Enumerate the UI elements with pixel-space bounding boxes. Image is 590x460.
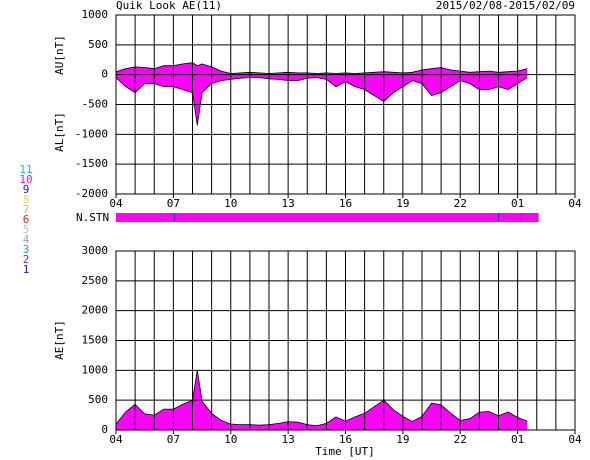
station-number: 6 [23,213,30,226]
nstn-bar [116,213,539,222]
y-tick-label: 500 [88,393,108,406]
x-tick-label: 10 [224,197,237,210]
x-tick-label: 01 [511,197,524,210]
y-tick-label: 1500 [82,334,109,347]
line [115,77,528,126]
x-tick-label: 13 [282,197,295,210]
station-number: 7 [23,203,30,216]
x-tick-label: 04 [109,433,123,446]
x-tick-label: 04 [109,197,123,210]
date-range: 2015/02/08-2015/02/09 [436,0,575,12]
plot-frame [115,14,576,195]
nstn-label: N.STN [76,211,109,224]
area [116,74,528,126]
station-number: 1 [23,263,30,276]
x-tick-label: 16 [339,197,352,210]
x-tick-label: 10 [224,433,237,446]
y-tick-label: 1000 [82,8,109,21]
y-axis-label: AE[nT] [53,320,66,360]
y-tick-label: 0 [101,68,108,81]
line [115,62,528,74]
x-tick-label: 19 [396,433,409,446]
x-tick-label: 16 [339,433,352,446]
y-tick-label: 2500 [82,274,109,287]
y-tick-label: -1000 [75,127,108,140]
y-axis-label: AL[nT] [53,112,66,152]
station-number: 8 [23,193,30,206]
station-number: 3 [23,243,30,256]
x-tick-label: 07 [167,197,180,210]
y-tick-label: -500 [82,98,109,111]
chart-title: Quik Look AE(11) [116,0,222,12]
x-tick-label: 04 [568,197,582,210]
station-number: 9 [23,183,30,196]
x-tick-label: 19 [396,197,409,210]
x-axis-label: Time [UT] [315,445,375,458]
station-number: 2 [23,253,30,266]
station-number: 10 [19,173,32,186]
x-tick-label: 22 [454,433,467,446]
x-tick-label: 22 [454,197,467,210]
plot-frame [115,250,576,431]
y-tick-label: -2000 [75,187,108,200]
y-tick-label: -1500 [75,157,108,170]
y-tick-label: 1000 [82,363,109,376]
x-tick-label: 04 [568,433,582,446]
station-number: 4 [23,233,30,246]
area [116,370,528,430]
line [115,370,528,427]
station-number: 11 [19,163,32,176]
y-tick-label: 0 [101,423,108,436]
area [116,62,528,75]
y-tick-label: 2000 [82,304,109,317]
y-tick-label: 3000 [82,244,109,257]
x-tick-label: 01 [511,433,524,446]
x-tick-label: 07 [167,433,180,446]
y-tick-label: 500 [88,38,108,51]
station-number: 5 [23,223,30,236]
y-axis-label: AU[nT] [53,35,66,75]
x-tick-label: 13 [282,433,295,446]
